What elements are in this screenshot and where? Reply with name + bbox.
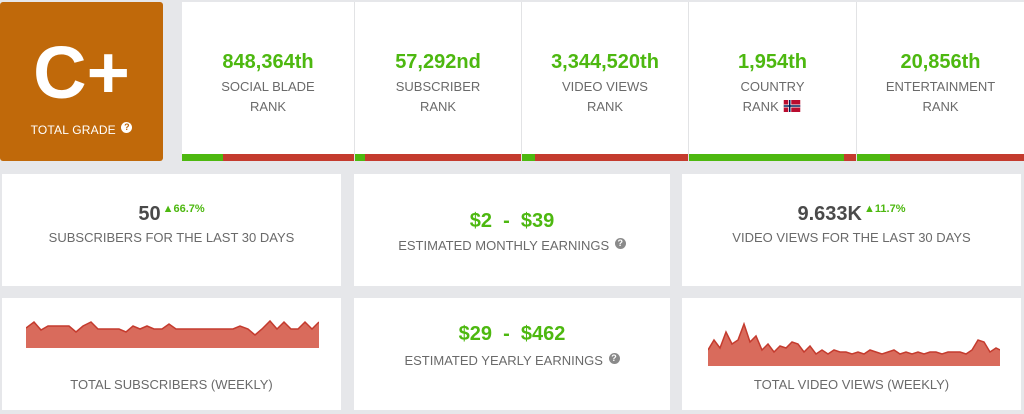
subscribers-30-label: SUBSCRIBERS FOR THE LAST 30 DAYS (48, 230, 295, 245)
subscriber-rank: 57,292nd SUBSCRIBER RANK (355, 2, 522, 161)
yearly-earnings-label: ESTIMATED YEARLY EARNINGS (404, 353, 603, 368)
rank-value: 848,364th (222, 51, 314, 73)
rank-label: RANK (586, 99, 624, 114)
views-30-delta: 11.7% (874, 203, 906, 215)
views-30-label: VIDEO VIEWS FOR THE LAST 30 DAYS (732, 230, 971, 245)
subscribers-weekly-card: TOTAL SUBSCRIBERS (WEEKLY) (2, 298, 341, 410)
up-arrow-icon: ▲ (162, 203, 174, 215)
rank-value: 20,856th (900, 51, 981, 73)
country-rank: 1,954th COUNTRY RANK (689, 2, 857, 161)
rank-label: SUBSCRIBER (395, 79, 481, 94)
monthly-earnings-card: $2 - $39 ESTIMATED MONTHLY EARNINGS ? (354, 174, 670, 286)
rank-strip: 848,364th SOCIAL BLADE RANK 57,292nd SUB… (182, 2, 1024, 161)
monthly-earnings-label: ESTIMATED MONTHLY EARNINGS (398, 238, 610, 253)
subscribers-30-value: 50 (138, 203, 161, 225)
yearly-earnings-high: $462 (520, 323, 566, 345)
total-grade-box: C+ TOTAL GRADE ? (0, 2, 163, 161)
rank-progress-bar (857, 154, 1024, 161)
rank-label: SOCIAL BLADE (221, 79, 315, 94)
entertainment-rank: 20,856th ENTERTAINMENT RANK (857, 2, 1024, 161)
rank-progress-bar (522, 154, 688, 161)
rank-progress-bar (355, 154, 521, 161)
question-circle-icon[interactable]: ? (608, 353, 620, 364)
rank-progress-bar (689, 154, 856, 161)
rank-value: 1,954th (738, 51, 807, 73)
subscribers-weekly-label: TOTAL SUBSCRIBERS (WEEKLY) (70, 377, 273, 392)
subscribers-30-days-card: 50 ▲66.7% SUBSCRIBERS FOR THE LAST 30 DAY… (2, 174, 341, 286)
rank-value: 3,344,520th (551, 51, 659, 73)
rank-label: COUNTRY (740, 79, 805, 94)
views-30-days-card: 9.633K ▲11.7% VIDEO VIEWS FOR THE LAST 30… (682, 174, 1021, 286)
grade-letter: C+ (33, 31, 130, 114)
views-sparkline (708, 322, 1000, 366)
social-blade-rank: 848,364th SOCIAL BLADE RANK (182, 2, 355, 161)
norway-flag-icon (784, 100, 801, 112)
rank-progress-bar (182, 154, 354, 161)
yearly-earnings-card: $29 - $462 ESTIMATED YEARLY EARNINGS ? (354, 298, 670, 410)
rank-label: RANK (249, 99, 287, 114)
question-circle-icon[interactable]: ? (121, 122, 133, 133)
views-30-value: 9.633K (797, 203, 863, 225)
rank-label: RANK (742, 99, 779, 114)
subscribers-30-delta: 66.7% (173, 203, 205, 215)
views-weekly-label: TOTAL VIDEO VIEWS (WEEKLY) (753, 377, 950, 392)
question-circle-icon[interactable]: ? (614, 238, 626, 249)
rank-label: ENTERTAINMENT (885, 79, 996, 94)
up-arrow-icon: ▲ (864, 203, 875, 215)
rank-label: RANK (922, 99, 959, 114)
video-views-rank: 3,344,520th VIDEO VIEWS RANK (522, 2, 689, 161)
rank-label: VIDEO VIEWS (562, 79, 648, 94)
yearly-earnings-low: $29 (458, 323, 492, 345)
total-grade-label: TOTAL GRADE (30, 123, 116, 137)
monthly-earnings-high: $39 (520, 210, 555, 232)
views-weekly-card: TOTAL VIDEO VIEWS (WEEKLY) (682, 298, 1021, 410)
rank-label: RANK (419, 99, 457, 114)
subscribers-sparkline (26, 319, 319, 348)
rank-value: 57,292nd (395, 51, 481, 73)
monthly-earnings-low: $2 (469, 210, 492, 232)
